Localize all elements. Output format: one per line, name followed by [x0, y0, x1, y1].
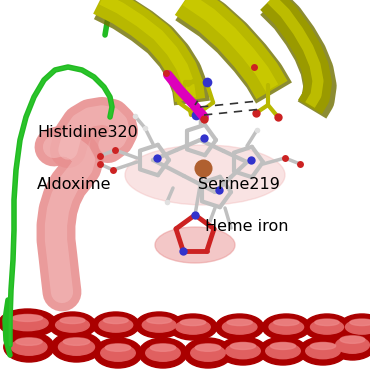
Ellipse shape: [222, 320, 257, 334]
Ellipse shape: [184, 338, 232, 368]
Ellipse shape: [299, 337, 347, 365]
Ellipse shape: [146, 345, 180, 361]
Ellipse shape: [155, 227, 235, 263]
Ellipse shape: [266, 343, 300, 359]
Ellipse shape: [139, 338, 187, 368]
Ellipse shape: [306, 343, 340, 359]
Ellipse shape: [147, 317, 172, 324]
Ellipse shape: [270, 342, 296, 350]
Ellipse shape: [304, 314, 350, 340]
Ellipse shape: [339, 314, 370, 340]
Ellipse shape: [49, 312, 96, 338]
Ellipse shape: [63, 338, 90, 345]
Ellipse shape: [142, 318, 176, 332]
Ellipse shape: [310, 342, 336, 350]
Ellipse shape: [340, 336, 365, 344]
Ellipse shape: [191, 345, 225, 361]
Ellipse shape: [215, 314, 264, 340]
Ellipse shape: [51, 332, 102, 362]
Ellipse shape: [346, 320, 370, 334]
Ellipse shape: [11, 339, 47, 355]
Ellipse shape: [274, 319, 299, 326]
Ellipse shape: [12, 315, 43, 321]
Ellipse shape: [60, 317, 85, 324]
Circle shape: [200, 0, 370, 195]
Ellipse shape: [135, 312, 183, 338]
Ellipse shape: [262, 314, 310, 340]
Ellipse shape: [4, 332, 54, 362]
Ellipse shape: [56, 318, 90, 332]
Ellipse shape: [350, 319, 370, 326]
Ellipse shape: [169, 314, 217, 340]
Text: Heme iron: Heme iron: [205, 219, 289, 234]
Ellipse shape: [226, 343, 260, 359]
Ellipse shape: [125, 145, 285, 205]
Circle shape: [240, 0, 370, 145]
Ellipse shape: [227, 319, 252, 326]
Ellipse shape: [195, 344, 221, 351]
Ellipse shape: [101, 345, 135, 361]
Text: Histidine320: Histidine320: [37, 125, 138, 140]
Ellipse shape: [180, 319, 206, 326]
Circle shape: [215, 0, 370, 180]
Ellipse shape: [105, 344, 131, 351]
Ellipse shape: [310, 320, 343, 334]
Ellipse shape: [0, 309, 56, 337]
Ellipse shape: [94, 338, 142, 368]
Ellipse shape: [58, 339, 94, 355]
Circle shape: [240, 0, 370, 155]
Ellipse shape: [92, 312, 139, 338]
Ellipse shape: [176, 320, 210, 334]
Text: Serine219: Serine219: [198, 177, 280, 192]
Ellipse shape: [7, 315, 48, 331]
Ellipse shape: [336, 337, 369, 353]
Ellipse shape: [150, 344, 176, 351]
Ellipse shape: [259, 337, 307, 365]
Ellipse shape: [99, 318, 133, 332]
Ellipse shape: [16, 338, 42, 345]
Ellipse shape: [219, 337, 267, 365]
Text: Aldoxime: Aldoxime: [37, 177, 111, 192]
Circle shape: [230, 0, 370, 165]
Ellipse shape: [104, 317, 128, 324]
Ellipse shape: [329, 330, 370, 360]
Ellipse shape: [315, 319, 339, 326]
Ellipse shape: [269, 320, 303, 334]
Ellipse shape: [231, 342, 256, 350]
